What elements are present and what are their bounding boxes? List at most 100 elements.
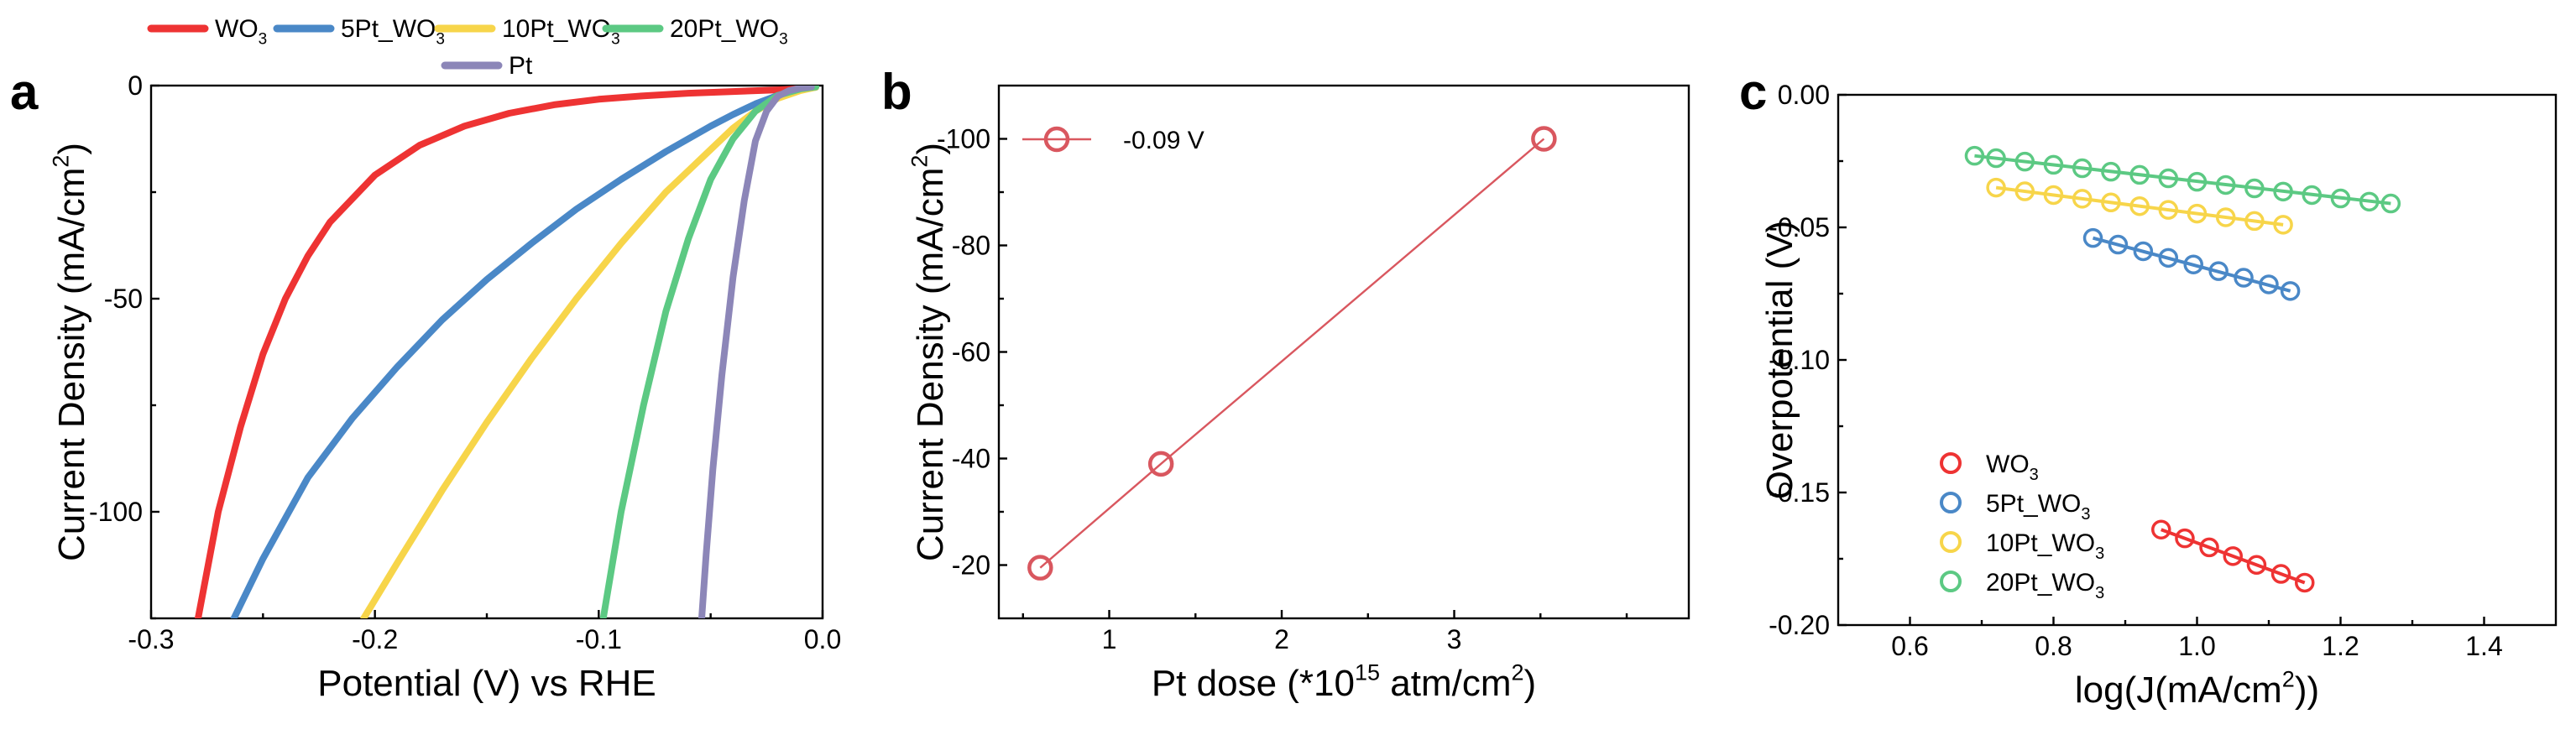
legend-b-marker [1043,126,1070,153]
data-point-c-2-7 [2187,203,2208,224]
data-point-c-3-5 [2101,161,2121,182]
x-tick-label-a-3: 0.0 [804,624,841,654]
data-point-c-0-5 [2270,564,2291,584]
data-point-c-1-1 [2108,234,2129,255]
data-point-c-2-9 [2244,211,2265,232]
data-point-c-2-0 [1986,177,2006,198]
data-point-c-1-3 [2158,248,2179,268]
panel-c-chart: 0.6 0.8 1.0 1.2 1.4 0.00 -0.05 -0.10 -0.15 -0.20 l… [1759,80,2558,711]
data-point-c-2-1 [2014,181,2035,201]
data-point-c-0-1 [2175,528,2195,549]
fit-line-c-0 [2161,528,2306,585]
data-point-c-1-8 [2280,281,2301,301]
data-point-c-2-6 [2158,200,2179,220]
data-point-c-2-8 [2215,207,2236,227]
y-axis-label-b: Current Density (mA/cm2) [907,143,951,561]
y-tick-label-b-4: -100 [937,124,990,154]
panel-label-b: b [881,64,912,120]
data-point-c-0-6 [2295,572,2315,593]
y-tick-label-a-2: -100 [89,497,143,527]
data-point-c-0-2 [2199,537,2219,558]
data-point-c-1-7 [2259,274,2279,294]
data-point-c-0-3 [2223,546,2243,566]
data-point-c-0-0 [2151,519,2171,539]
y-tick-label-a-1: -50 [104,284,143,314]
legend-top-label-1: 5Pt_WO3 [341,15,445,48]
legend-c-marker-1 [1940,492,1962,513]
legend-c-marker-2 [1940,531,1962,553]
x-axis-label-a: Potential (V) vs RHE [317,663,656,704]
x-tick-label-c-3: 1.2 [2322,631,2359,661]
data-point-c-1-2 [2133,241,2154,262]
fit-line-c-2 [1995,185,2284,227]
panel-label-c: c [1739,64,1767,120]
legend-c-label-2: 10Pt_WO3 [1986,529,2104,563]
series-line-a-0 [195,86,815,618]
legend-top-label-2: 10Pt_WO3 [502,15,620,48]
x-tick-label-c-1: 0.8 [2035,631,2072,661]
x-tick-label-b-2: 3 [1447,624,1462,654]
data-point-c-3-9 [2215,175,2236,195]
x-tick-label-a-2: -0.1 [576,624,622,654]
data-point-c-3-7 [2158,168,2179,189]
y-tick-label-c-2: -0.10 [1769,345,1830,375]
legend-c-label-1: 5Pt_WO3 [1986,490,2091,524]
data-point-c-3-15 [2380,193,2401,214]
data-point-b-0 [1027,555,1053,581]
x-tick-label-a-0: -0.3 [128,624,174,654]
data-point-c-3-14 [2359,191,2380,212]
x-tick-label-c-0: 0.6 [1891,631,1928,661]
data-point-c-1-0 [2082,227,2103,248]
legend-top-label-0: WO3 [215,15,267,48]
x-axis-label-c: log(J(mA/cm2)) [2075,667,2319,711]
data-point-c-2-2 [2043,185,2064,206]
y-tick-label-c-1: -0.05 [1769,212,1830,242]
data-point-c-3-13 [2330,188,2351,209]
x-tick-label-c-2: 1.0 [2178,631,2215,661]
legend-b-label: -0.09 V [1123,127,1204,154]
fit-line-c-3 [1974,154,2391,206]
x-tick-label-c-4: 1.4 [2465,631,2502,661]
panel-label-a: a [10,64,39,120]
data-point-c-1-6 [2234,268,2254,288]
y-tick-label-a-0: 0 [128,70,143,101]
x-axis-label-b: Pt dose (*1015 atm/cm2) [1152,660,1536,704]
data-point-c-2-3 [2072,189,2093,209]
series-line-a-4 [698,86,815,618]
y-tick-label-b-2: -60 [952,337,990,367]
y-tick-label-b-0: -20 [952,550,990,581]
x-tick-label-a-1: -0.2 [352,624,398,654]
data-point-c-2-5 [2129,195,2150,216]
data-point-b-1 [1147,451,1174,477]
data-point-c-3-6 [2129,164,2150,185]
data-point-c-3-8 [2187,171,2208,192]
plot-frame-b [997,84,1690,620]
legend-c-label-0: WO3 [1986,451,2039,484]
legend-c-marker-3 [1940,571,1962,592]
x-tick-label-b-0: 1 [1102,624,1117,654]
y-axis-label-a: Current Density (mA/cm2) [49,143,92,561]
data-point-c-1-4 [2183,254,2203,274]
legend-top: WO3 5Pt_WO3 10Pt_WO3 20Pt_WO3 Pt [147,15,788,80]
y-tick-label-b-3: -80 [952,231,990,261]
y-tick-label-c-0: 0.00 [1778,80,1830,110]
y-axis-label-c: Overpotential (V) [1759,221,1800,500]
y-tick-label-c-4: -0.20 [1769,610,1830,640]
data-point-c-3-0 [1964,145,1985,166]
panel-b-chart: 1 2 3 -20 -40 -60 -80 -100 Pt dose (*1015 atm/cm… [907,84,1690,704]
y-tick-label-c-3: -0.15 [1769,477,1830,508]
data-point-c-3-2 [2014,151,2035,172]
panel-a-chart: -0.3 -0.2 -0.1 0.0 0 -50 -100 Potential (V) vs … [49,70,842,704]
legend-top-label-4: Pt [509,52,533,80]
data-point-c-3-12 [2302,185,2323,206]
legend-top-label-3: 20Pt_WO3 [670,15,788,48]
data-point-c-1-5 [2208,261,2229,281]
data-point-c-3-3 [2043,154,2064,175]
data-point-c-3-10 [2244,178,2265,199]
data-point-c-3-4 [2072,158,2093,179]
y-tick-label-b-1: -40 [952,444,990,474]
x-tick-label-b-1: 2 [1274,624,1289,654]
data-point-c-2-10 [2273,215,2293,235]
data-point-c-2-4 [2101,192,2121,213]
